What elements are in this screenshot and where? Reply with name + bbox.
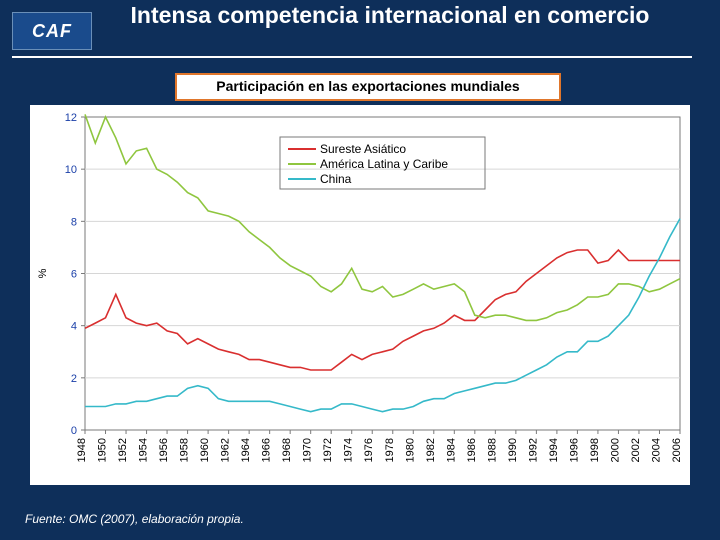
svg-text:2002: 2002 [630, 438, 642, 462]
svg-text:1978: 1978 [384, 438, 396, 462]
svg-text:2000: 2000 [609, 438, 621, 462]
svg-text:1950: 1950 [97, 438, 109, 462]
title-wrap: Intensa competencia internacional en com… [110, 2, 670, 30]
svg-text:1970: 1970 [302, 438, 314, 462]
svg-text:6: 6 [71, 269, 77, 281]
subtitle-text: Participación en las exportaciones mundi… [216, 78, 519, 94]
svg-text:1994: 1994 [548, 438, 560, 462]
svg-text:1980: 1980 [404, 438, 416, 462]
svg-text:1982: 1982 [425, 438, 437, 462]
svg-text:10: 10 [65, 164, 77, 176]
svg-text:4: 4 [71, 321, 77, 333]
caf-logo: CAF [12, 12, 92, 50]
svg-text:China: China [320, 172, 352, 186]
svg-text:0: 0 [71, 425, 77, 437]
svg-text:1964: 1964 [240, 438, 252, 462]
svg-text:1992: 1992 [527, 438, 539, 462]
svg-text:1972: 1972 [322, 438, 334, 462]
source-caption: Fuente: OMC (2007), elaboración propia. [25, 512, 244, 526]
svg-text:1976: 1976 [363, 438, 375, 462]
slide-root: CAF Intensa competencia internacional en… [0, 0, 720, 540]
svg-text:1988: 1988 [486, 438, 498, 462]
caf-logo-text: CAF [32, 21, 72, 42]
subtitle-box: Participación en las exportaciones mundi… [175, 73, 561, 101]
svg-text:1958: 1958 [179, 438, 191, 462]
svg-text:2004: 2004 [650, 438, 662, 462]
svg-text:2006: 2006 [671, 438, 683, 462]
svg-text:Sureste Asiático: Sureste Asiático [320, 142, 406, 156]
chart-panel: 0 2 4 6 8 10 12% 1948 1950 1952 1954 1956 1958 1960 19… [30, 105, 690, 485]
svg-text:1954: 1954 [138, 438, 150, 462]
svg-text:1952: 1952 [117, 438, 129, 462]
slide-title: Intensa competencia internacional en com… [110, 2, 670, 30]
svg-text:1968: 1968 [281, 438, 293, 462]
svg-text:1990: 1990 [507, 438, 519, 462]
export-share-chart: 0 2 4 6 8 10 12% 1948 1950 1952 1954 1956 1958 1960 19… [30, 105, 690, 485]
svg-text:1948: 1948 [76, 438, 88, 462]
svg-text:%: % [37, 268, 49, 278]
svg-text:1956: 1956 [158, 438, 170, 462]
svg-text:1960: 1960 [199, 438, 211, 462]
svg-text:8: 8 [71, 216, 77, 228]
svg-text:1966: 1966 [261, 438, 273, 462]
svg-text:América Latina y Caribe: América Latina y Caribe [320, 157, 448, 171]
svg-text:1996: 1996 [568, 438, 580, 462]
svg-text:1984: 1984 [445, 438, 457, 462]
svg-text:1998: 1998 [589, 438, 601, 462]
svg-text:12: 12 [65, 112, 77, 124]
title-underline [12, 56, 692, 58]
svg-text:2: 2 [71, 373, 77, 385]
svg-text:1974: 1974 [343, 438, 355, 462]
svg-text:1962: 1962 [220, 438, 232, 462]
svg-text:1986: 1986 [466, 438, 478, 462]
